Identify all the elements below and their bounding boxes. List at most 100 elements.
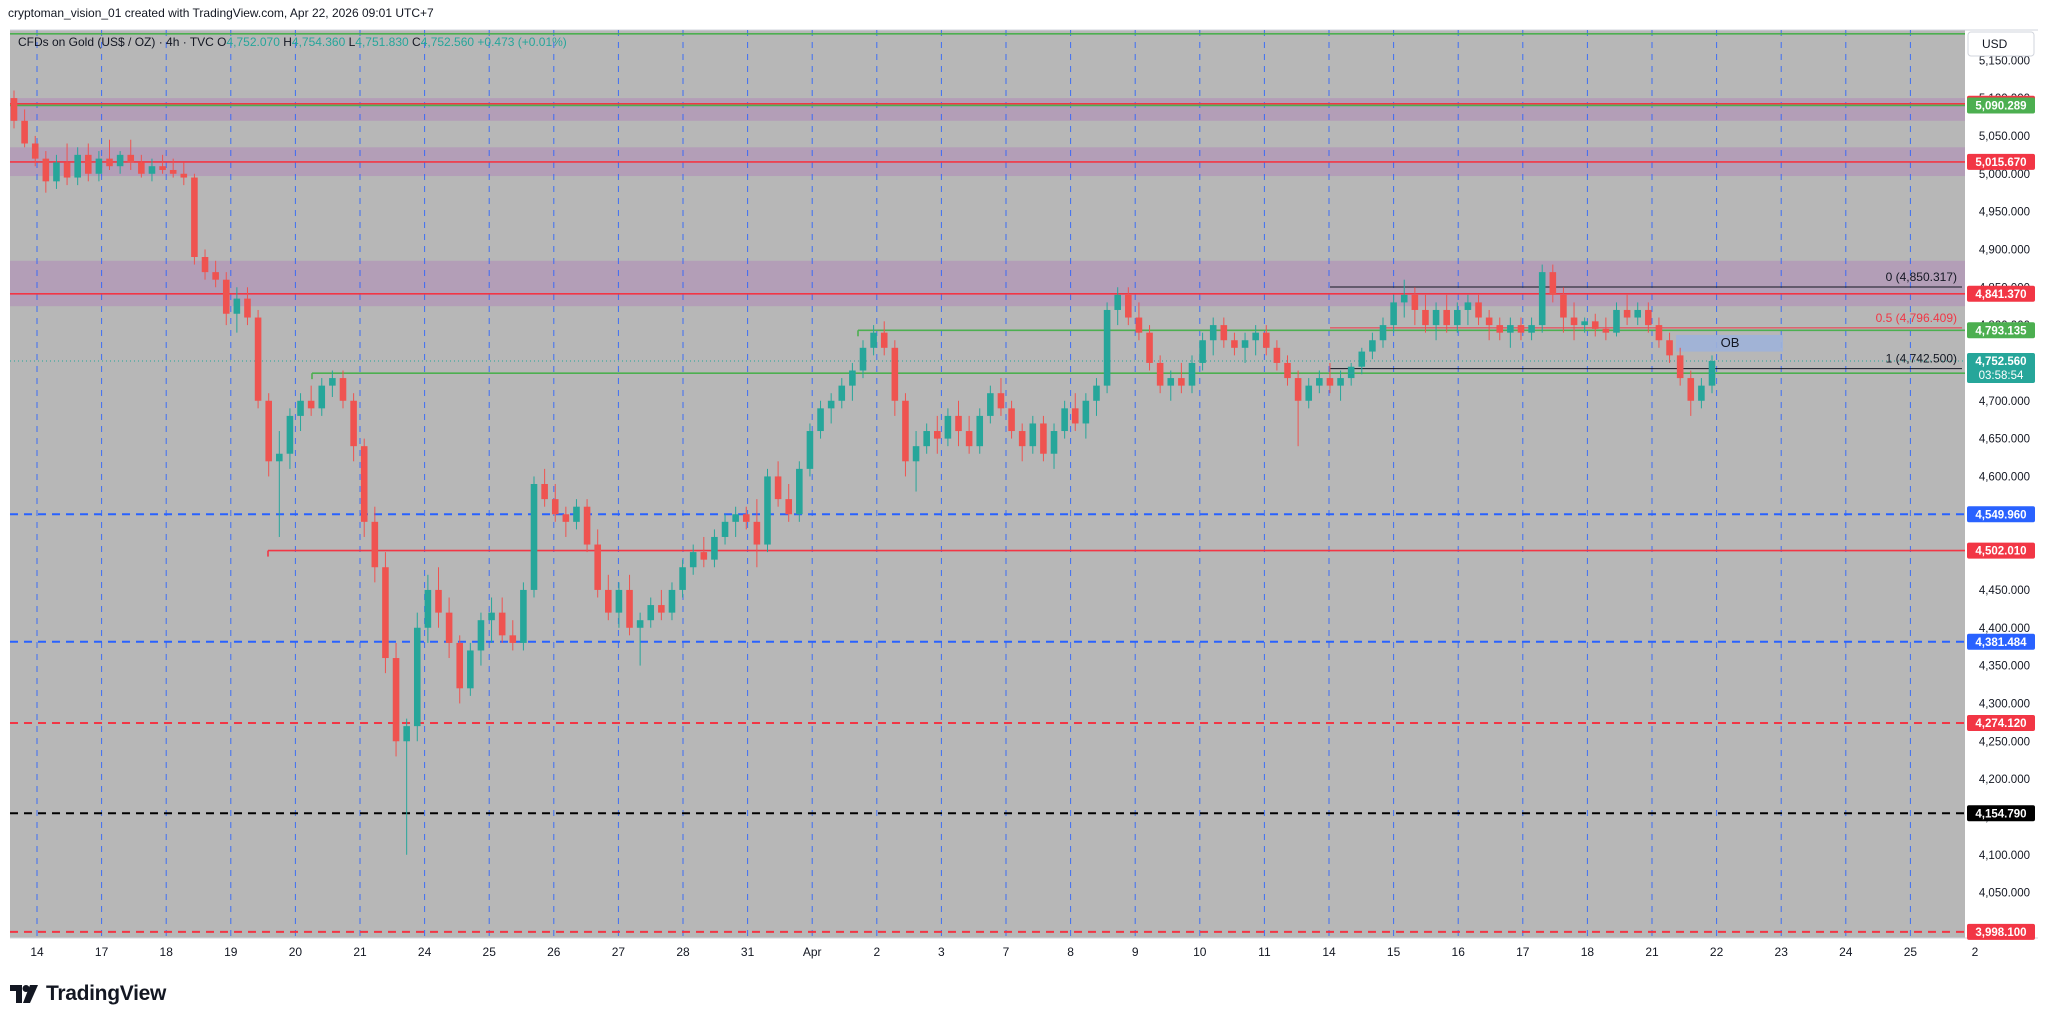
candle[interactable] bbox=[658, 589, 665, 621]
candle[interactable] bbox=[254, 309, 262, 409]
candle[interactable] bbox=[1103, 302, 1111, 394]
candle[interactable] bbox=[827, 393, 835, 424]
candle[interactable] bbox=[1560, 287, 1567, 333]
candle[interactable] bbox=[1199, 332, 1206, 371]
candle[interactable] bbox=[1305, 378, 1313, 409]
candle[interactable] bbox=[1496, 317, 1504, 341]
candle[interactable] bbox=[1485, 309, 1493, 341]
candle[interactable] bbox=[1422, 294, 1429, 333]
candle[interactable] bbox=[870, 325, 877, 356]
candle[interactable] bbox=[382, 552, 389, 674]
candle[interactable] bbox=[445, 597, 453, 659]
candle[interactable] bbox=[276, 431, 283, 537]
candle[interactable] bbox=[1390, 294, 1397, 333]
candle[interactable] bbox=[180, 162, 188, 186]
candle[interactable] bbox=[1443, 294, 1450, 333]
candle[interactable] bbox=[106, 139, 113, 170]
candle[interactable] bbox=[84, 143, 92, 182]
candle[interactable] bbox=[456, 635, 464, 704]
candle[interactable] bbox=[1178, 362, 1185, 394]
candle[interactable] bbox=[1294, 370, 1302, 447]
candle[interactable] bbox=[1655, 317, 1663, 348]
candle[interactable] bbox=[1570, 302, 1578, 341]
candle[interactable] bbox=[605, 574, 612, 621]
candle[interactable] bbox=[796, 461, 803, 522]
candle[interactable] bbox=[679, 559, 686, 598]
candle[interactable] bbox=[987, 385, 994, 424]
price-tag[interactable]: 5,015.670 bbox=[1967, 153, 2035, 170]
candle[interactable] bbox=[488, 597, 495, 643]
candle[interactable] bbox=[1581, 317, 1588, 333]
candle[interactable] bbox=[1316, 370, 1323, 394]
candle[interactable] bbox=[1528, 317, 1535, 341]
candle[interactable] bbox=[1093, 378, 1100, 416]
candle[interactable] bbox=[1008, 400, 1015, 439]
last-price-tag[interactable]: 4,752.560 03:58:54 bbox=[1967, 352, 2035, 383]
candle[interactable] bbox=[997, 378, 1005, 416]
candle[interactable] bbox=[647, 597, 655, 628]
candle[interactable] bbox=[1135, 302, 1143, 341]
price-tag[interactable]: 4,274.120 bbox=[1967, 715, 2035, 732]
candle[interactable] bbox=[902, 393, 909, 477]
candle[interactable] bbox=[339, 370, 347, 409]
price-tag[interactable]: 3,998.100 bbox=[1967, 923, 2035, 940]
candle[interactable] bbox=[689, 544, 697, 575]
candle[interactable] bbox=[1507, 317, 1514, 348]
candle[interactable] bbox=[1040, 415, 1047, 462]
candle[interactable] bbox=[74, 147, 81, 186]
candle[interactable] bbox=[1252, 325, 1259, 356]
candle[interactable] bbox=[1071, 393, 1079, 432]
candle[interactable] bbox=[329, 370, 336, 397]
candle[interactable] bbox=[1475, 294, 1482, 326]
candle[interactable] bbox=[615, 582, 623, 628]
candle[interactable] bbox=[1549, 264, 1557, 303]
candle[interactable] bbox=[700, 536, 708, 568]
candle[interactable] bbox=[530, 476, 538, 598]
candle[interactable] bbox=[764, 468, 771, 553]
candle[interactable] bbox=[265, 393, 272, 477]
candle[interactable] bbox=[127, 139, 135, 170]
candle[interactable] bbox=[923, 423, 930, 454]
candle[interactable] bbox=[1326, 362, 1334, 394]
candle[interactable] bbox=[148, 158, 156, 182]
candle[interactable] bbox=[509, 620, 517, 651]
candle[interactable] bbox=[138, 154, 145, 178]
candle[interactable] bbox=[1146, 325, 1153, 371]
candle[interactable] bbox=[1676, 347, 1684, 386]
candle[interactable] bbox=[849, 362, 856, 401]
candle[interactable] bbox=[159, 154, 166, 174]
candle[interactable] bbox=[1591, 313, 1599, 337]
candle[interactable] bbox=[1708, 355, 1716, 394]
candle[interactable] bbox=[1114, 287, 1121, 326]
candle[interactable] bbox=[1400, 279, 1408, 318]
candle[interactable] bbox=[1273, 340, 1281, 371]
candle[interactable] bbox=[668, 582, 676, 621]
candle[interactable] bbox=[944, 408, 952, 447]
candle[interactable] bbox=[817, 400, 824, 439]
candle[interactable] bbox=[1411, 287, 1419, 326]
candle[interactable] bbox=[880, 321, 888, 356]
candle[interactable] bbox=[212, 260, 219, 288]
candle[interactable] bbox=[63, 143, 71, 186]
price-tag[interactable]: 4,381.484 bbox=[1967, 633, 2035, 650]
candle[interactable] bbox=[1666, 332, 1673, 363]
candle[interactable] bbox=[169, 158, 177, 178]
candle[interactable] bbox=[891, 340, 899, 416]
currency-button[interactable]: USD bbox=[1967, 31, 2035, 57]
candle[interactable] bbox=[498, 597, 506, 643]
candle[interactable] bbox=[31, 135, 39, 167]
price-tag[interactable]: 4,793.135 bbox=[1967, 322, 2035, 339]
candle[interactable] bbox=[1050, 423, 1058, 469]
candle[interactable] bbox=[583, 499, 591, 553]
candle[interactable] bbox=[541, 468, 548, 507]
price-tag[interactable]: 4,841.370 bbox=[1967, 285, 2035, 302]
candle[interactable] bbox=[933, 415, 941, 454]
candle[interactable] bbox=[392, 642, 400, 757]
candle[interactable] bbox=[859, 340, 867, 379]
candle[interactable] bbox=[1018, 423, 1026, 462]
candle[interactable] bbox=[1454, 302, 1461, 333]
candle[interactable] bbox=[573, 499, 580, 530]
candle[interactable] bbox=[371, 506, 379, 583]
candle[interactable] bbox=[1167, 370, 1175, 401]
candle[interactable] bbox=[1687, 370, 1695, 416]
